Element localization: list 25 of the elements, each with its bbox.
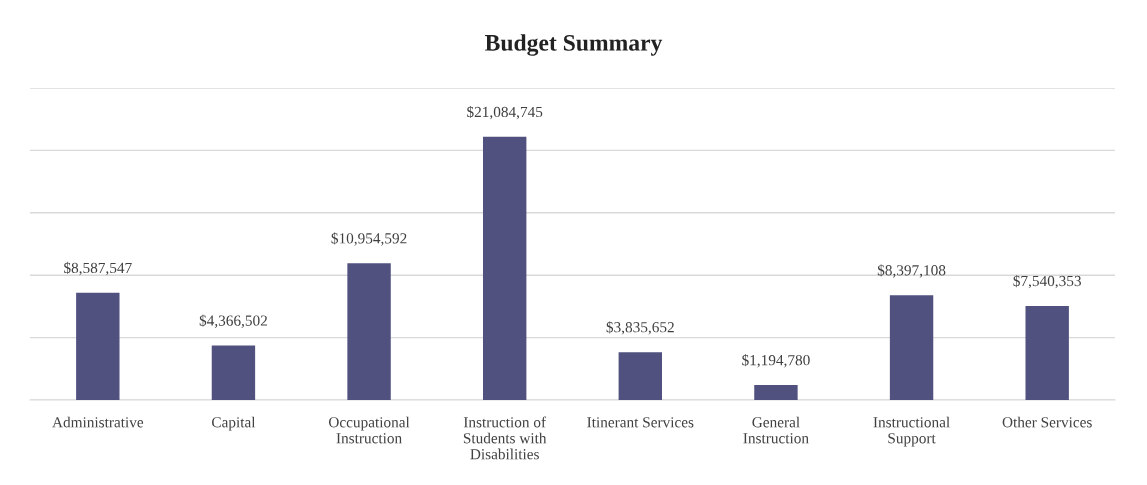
data-label: $8,397,108: [877, 264, 946, 278]
bar: [76, 292, 120, 400]
bar: [211, 345, 256, 400]
data-label: $1,194,780: [742, 354, 810, 368]
x-tick-label: Other Services: [1002, 416, 1092, 428]
bar: [618, 352, 663, 400]
bar: [482, 136, 527, 400]
bar: [889, 295, 934, 400]
chart-title: Budget Summary: [485, 34, 663, 56]
x-tick-label: Instruction of Students with Disabilities: [463, 416, 547, 460]
x-tick-label: Itinerant Services: [587, 417, 694, 428]
x-tick-label: Capital: [212, 416, 256, 431]
bar: [1025, 305, 1069, 400]
x-tick-label: Instructional Support: [873, 416, 950, 447]
x-tick-label: Administrative: [52, 416, 144, 428]
bar: [347, 263, 391, 400]
data-label: $4,366,502: [199, 314, 267, 328]
data-label: $3,835,652: [606, 321, 674, 335]
data-label: $7,540,353: [1013, 274, 1081, 289]
x-tick-label: General Instruction: [743, 416, 809, 444]
bar: [754, 385, 798, 400]
data-label: $8,587,547: [64, 261, 132, 276]
data-label: $10,954,592: [331, 232, 407, 246]
data-label: $21,084,745: [467, 105, 543, 120]
x-tick-label: Occupational Instruction: [328, 416, 410, 444]
